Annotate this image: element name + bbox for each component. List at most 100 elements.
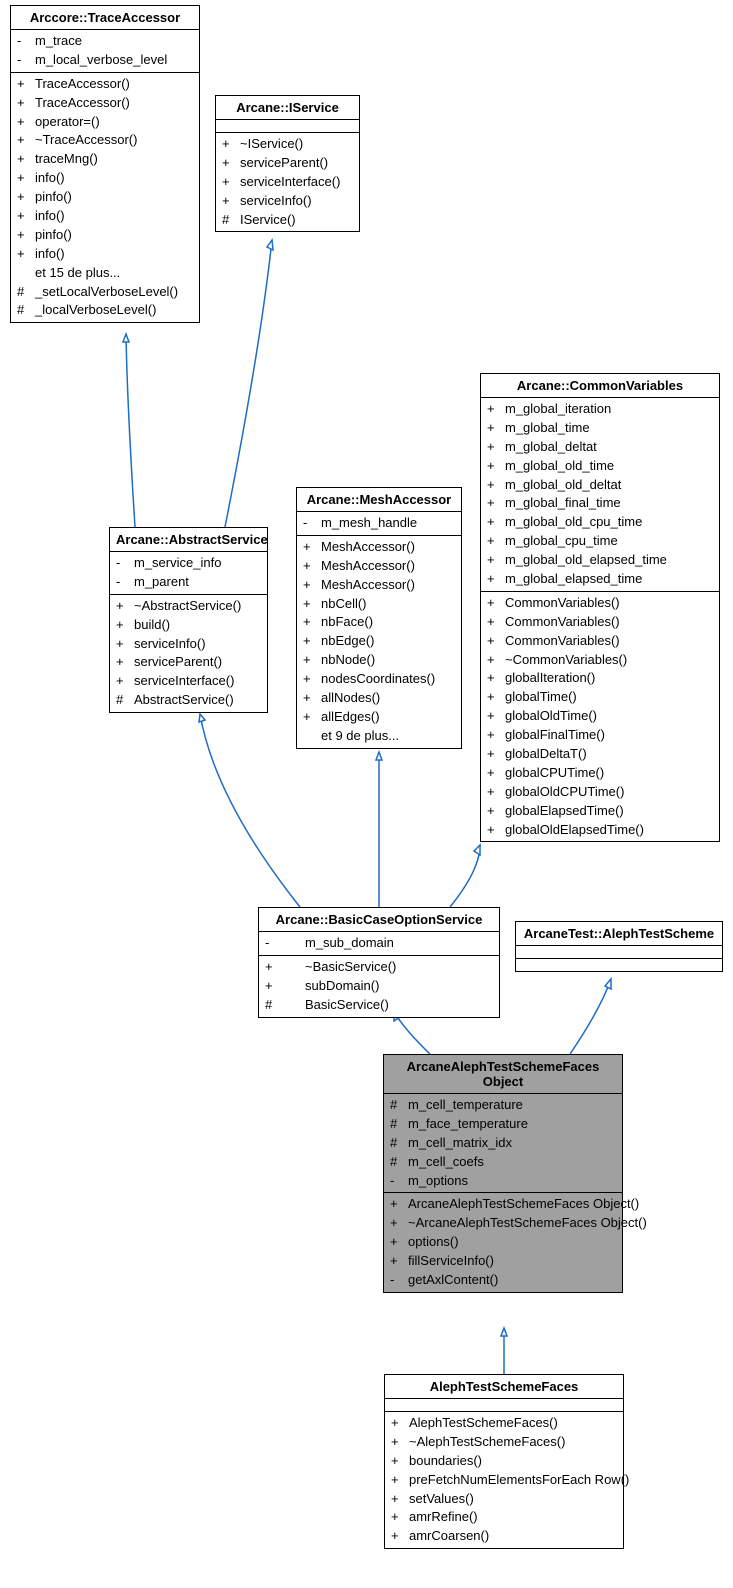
visibility: - (303, 515, 321, 532)
visibility: + (487, 822, 505, 839)
member-name: ~AbstractService() (134, 598, 261, 615)
member-row: +globalDeltaT() (481, 745, 719, 764)
class-title: AlephTestSchemeFaces (385, 1375, 623, 1399)
uml-class-mesh_accessor[interactable]: Arcane::MeshAccessor-m_mesh_handle+MeshA… (296, 487, 462, 749)
visibility: + (116, 598, 134, 615)
member-name: ~CommonVariables() (505, 652, 713, 669)
member-row: +m_global_old_time (481, 457, 719, 476)
visibility: + (390, 1253, 408, 1270)
visibility: # (222, 212, 240, 229)
visibility: # (390, 1154, 408, 1171)
member-name: et 15 de plus... (35, 265, 193, 282)
visibility: + (265, 978, 305, 995)
visibility: - (116, 555, 134, 572)
uml-class-faces_object[interactable]: ArcaneAlephTestSchemeFaces Object#m_cell… (383, 1054, 623, 1293)
operations-section: +CommonVariables()+CommonVariables()+Com… (481, 592, 719, 842)
attributes-section: +m_global_iteration+m_global_time+m_glob… (481, 398, 719, 592)
member-name: ~ArcaneAlephTestSchemeFaces Object() (408, 1215, 647, 1232)
member-name: ~IService() (240, 136, 353, 153)
uml-class-aleph_scheme[interactable]: ArcaneTest::AlephTestScheme (515, 921, 723, 972)
visibility: + (487, 477, 505, 494)
member-row: +info() (11, 169, 199, 188)
member-name: ArcaneAlephTestSchemeFaces Object() (408, 1196, 639, 1213)
class-title: ArcaneTest::AlephTestScheme (516, 922, 722, 946)
member-row: +info() (11, 245, 199, 264)
visibility: + (222, 193, 240, 210)
member-row: -m_trace (11, 32, 199, 51)
member-row: +TraceAccessor() (11, 94, 199, 113)
member-name: serviceParent() (134, 654, 261, 671)
visibility: + (116, 617, 134, 634)
member-row: #m_face_temperature (384, 1115, 622, 1134)
visibility: + (391, 1509, 409, 1526)
member-name: globalCPUTime() (505, 765, 713, 782)
visibility: + (487, 765, 505, 782)
visibility: + (487, 689, 505, 706)
attributes-section: -m_mesh_handle (297, 512, 461, 536)
visibility: + (265, 959, 305, 976)
member-name: m_face_temperature (408, 1116, 616, 1133)
visibility: + (487, 595, 505, 612)
member-row: #m_cell_matrix_idx (384, 1134, 622, 1153)
member-name: m_cell_coefs (408, 1154, 616, 1171)
member-row: +m_global_iteration (481, 400, 719, 419)
member-row: +globalFinalTime() (481, 726, 719, 745)
member-name: m_global_old_time (505, 458, 713, 475)
visibility: + (303, 558, 321, 575)
class-title: Arccore::TraceAccessor (11, 6, 199, 30)
visibility: + (390, 1234, 408, 1251)
uml-class-trace_accessor[interactable]: Arccore::TraceAccessor-m_trace-m_local_v… (10, 5, 200, 323)
member-row: #_localVerboseLevel() (11, 301, 199, 320)
member-row: +globalOldCPUTime() (481, 783, 719, 802)
member-name: info() (35, 246, 193, 263)
member-row: +allEdges() (297, 708, 461, 727)
member-name: m_sub_domain (305, 935, 493, 952)
member-row: #_setLocalVerboseLevel() (11, 283, 199, 302)
member-row: +info() (11, 207, 199, 226)
visibility: + (17, 76, 35, 93)
member-row: +subDomain() (259, 977, 499, 996)
member-row: +~ArcaneAlephTestSchemeFaces Object() (384, 1214, 622, 1233)
member-name: globalOldTime() (505, 708, 713, 725)
member-name: nbEdge() (321, 633, 455, 650)
member-name: info() (35, 208, 193, 225)
visibility: # (17, 284, 35, 301)
member-name: TraceAccessor() (35, 76, 193, 93)
uml-class-basic_service[interactable]: Arcane::BasicCaseOptionService-m_sub_dom… (258, 907, 500, 1018)
uml-class-abstract_service[interactable]: Arcane::AbstractService-m_service_info-m… (109, 527, 268, 713)
member-name: m_cell_matrix_idx (408, 1135, 616, 1152)
visibility: + (487, 552, 505, 569)
visibility: + (222, 136, 240, 153)
visibility: + (303, 690, 321, 707)
attributes-section (216, 120, 359, 133)
member-row: +MeshAccessor() (297, 538, 461, 557)
member-row: +serviceParent() (110, 653, 267, 672)
operations-section: +TraceAccessor()+TraceAccessor()+operato… (11, 73, 199, 323)
member-name: globalElapsedTime() (505, 803, 713, 820)
member-name: options() (408, 1234, 616, 1251)
member-name: IService() (240, 212, 353, 229)
attributes-section: -m_sub_domain (259, 932, 499, 956)
uml-class-common_variables[interactable]: Arcane::CommonVariables+m_global_iterati… (480, 373, 720, 842)
member-name: m_global_time (505, 420, 713, 437)
visibility: + (487, 670, 505, 687)
member-name: CommonVariables() (505, 633, 713, 650)
member-name: globalOldElapsedTime() (505, 822, 713, 839)
member-name: CommonVariables() (505, 595, 713, 612)
attributes-section (385, 1399, 623, 1412)
uml-class-scheme_faces[interactable]: AlephTestSchemeFaces+AlephTestSchemeFace… (384, 1374, 624, 1549)
member-row: +~BasicService() (259, 958, 499, 977)
member-row: -m_options (384, 1172, 622, 1191)
member-row: -m_mesh_handle (297, 514, 461, 533)
visibility: # (390, 1116, 408, 1133)
member-name: fillServiceInfo() (408, 1253, 616, 1270)
operations-section: +ArcaneAlephTestSchemeFaces Object()+~Ar… (384, 1193, 622, 1291)
member-row: +serviceInterface() (216, 173, 359, 192)
uml-class-iservice[interactable]: Arcane::IService+~IService()+servicePare… (215, 95, 360, 232)
member-row: +allNodes() (297, 689, 461, 708)
visibility: + (17, 227, 35, 244)
member-name: m_trace (35, 33, 193, 50)
visibility: + (487, 614, 505, 631)
visibility: + (391, 1491, 409, 1508)
member-row: +build() (110, 616, 267, 635)
